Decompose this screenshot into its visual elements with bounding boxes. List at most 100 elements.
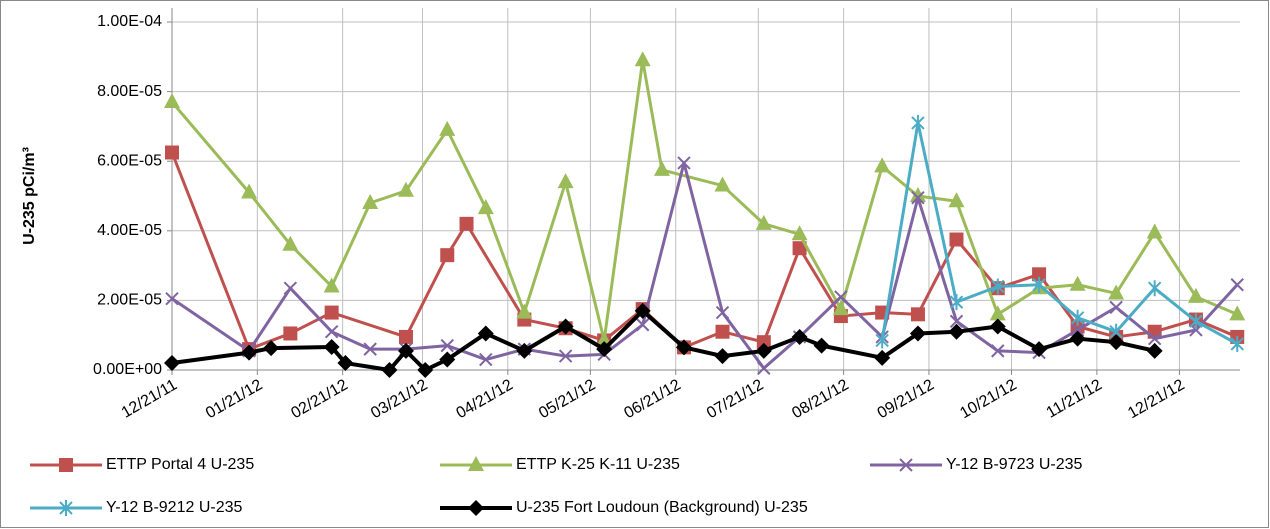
marker [557,173,574,189]
marker [989,305,1006,321]
marker [381,362,398,378]
marker [363,342,377,356]
marker [909,187,926,202]
legend-marker [899,458,913,472]
marker [991,278,1005,295]
marker [874,157,891,173]
marker [1070,309,1085,326]
y-tick-label: 8.00E-05 [97,83,162,100]
legend-label: ETTP Portal 4 U-235 [106,456,254,473]
marker [397,181,414,197]
marker [439,120,456,136]
marker [715,305,730,320]
marker [516,303,533,319]
marker [263,340,280,357]
marker [653,160,670,176]
marker [165,291,179,306]
marker [337,355,354,372]
y-axis-label: U-235 pCi/m³ [21,147,38,245]
marker [397,342,414,359]
marker [1189,313,1203,330]
y-tick-label: 4.00E-05 [97,222,162,239]
marker [755,214,772,230]
marker [813,337,830,354]
marker [989,318,1006,335]
marker [323,277,340,293]
legend-marker [59,500,73,516]
marker [439,351,456,368]
y-tick-label: 2.00E-05 [97,292,162,309]
y-tick-label: 6.00E-05 [97,152,162,169]
marker [398,329,413,344]
marker [477,325,494,342]
marker [948,323,965,340]
marker [558,349,573,363]
legend-marker [468,500,484,516]
marker [440,338,454,353]
marker [874,349,891,366]
marker [516,342,533,359]
marker [791,225,808,241]
marker [911,114,925,131]
marker [910,307,925,322]
marker [1070,323,1085,337]
marker [1069,330,1086,347]
marker [1147,280,1162,297]
marker [756,335,771,350]
marker [791,328,808,345]
marker [362,193,379,209]
marker [948,192,965,208]
marker [909,325,926,342]
marker [875,332,889,349]
y-tick-label: 0.00E+00 [93,361,162,378]
marker [164,355,180,372]
marker [949,232,964,247]
legend-label: Y-12 B-9212 U-235 [106,499,242,516]
legend-marker [59,458,73,472]
y-tick-label: 1.00E-04 [97,13,162,30]
marker [283,281,298,295]
marker [792,241,807,256]
marker [440,248,455,263]
marker [1187,287,1204,303]
marker [911,191,925,205]
marker [557,318,574,335]
marker [241,344,258,361]
marker [1229,305,1246,321]
marker [164,93,180,109]
marker [1146,342,1163,359]
marker [1032,276,1046,293]
marker [479,352,493,367]
marker [1032,267,1047,282]
marker [715,324,730,339]
marker [634,51,651,67]
marker [282,235,299,251]
marker [1108,334,1125,351]
series-line [170,151,1238,351]
marker [949,294,964,311]
legend-label: ETTP K-25 K-11 U-235 [516,456,680,473]
marker [949,314,964,328]
marker [634,302,651,319]
marker [677,156,691,170]
marker [477,199,494,215]
marker [1069,275,1086,291]
marker [675,339,692,356]
marker [241,183,258,199]
marker [757,361,771,375]
marker [1109,300,1123,315]
marker [991,344,1005,358]
marker [283,326,298,341]
legend-marker [468,456,484,471]
series-line [880,121,1238,346]
marker [324,305,339,320]
marker [832,300,849,316]
marker [1230,335,1244,352]
legend-label: U-235 Fort Loudoun (Background) U-235 [516,499,808,516]
marker [714,348,731,365]
marker [1230,278,1244,292]
marker [323,339,340,356]
marker [324,325,339,339]
marker [165,145,179,160]
